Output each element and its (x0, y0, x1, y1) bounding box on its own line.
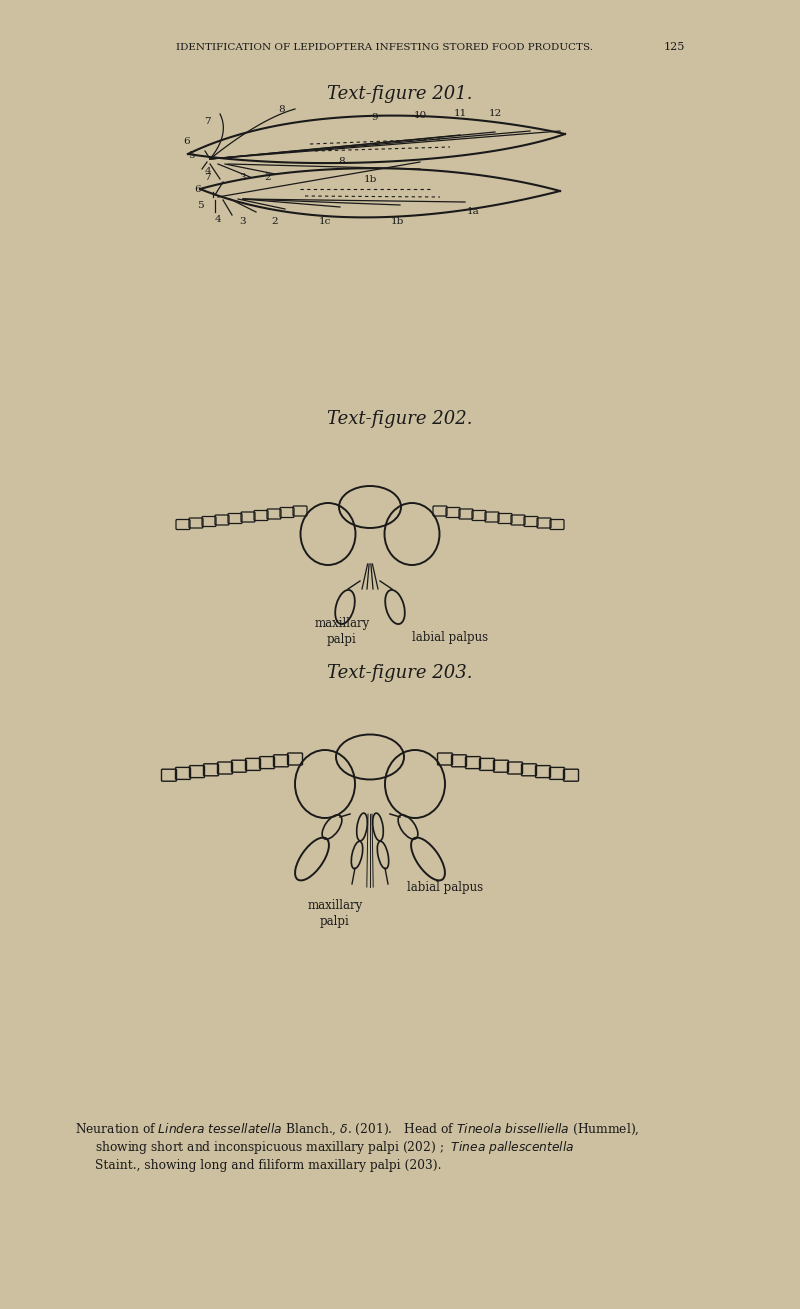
Text: 12: 12 (488, 109, 502, 118)
Text: 7: 7 (204, 117, 210, 126)
Text: 5: 5 (197, 202, 203, 211)
Text: 1b: 1b (363, 174, 377, 183)
Text: labial palpus: labial palpus (407, 881, 483, 894)
Text: 125: 125 (664, 42, 686, 52)
Text: Staint., showing long and filiform maxillary palpi (203).: Staint., showing long and filiform maxil… (95, 1158, 442, 1172)
Text: maxillary
palpi: maxillary palpi (314, 617, 370, 647)
Text: Text-figure 202.: Text-figure 202. (327, 410, 473, 428)
Text: 5: 5 (188, 152, 194, 161)
Text: 3: 3 (240, 174, 246, 182)
Text: IDENTIFICATION OF LEPIDOPTERA INFESTING STORED FOOD PRODUCTS.: IDENTIFICATION OF LEPIDOPTERA INFESTING … (177, 42, 594, 51)
Text: 2: 2 (272, 217, 278, 226)
Text: labial palpus: labial palpus (412, 631, 488, 644)
Text: 3: 3 (240, 217, 246, 226)
Text: 2: 2 (265, 174, 271, 182)
Text: Neuration of $\it{Lindera\ tessellatella}$ Blanch., $\it{\delta}$. (201).   Head: Neuration of $\it{Lindera\ tessellatella… (75, 1122, 639, 1136)
Text: Text-figure 201.: Text-figure 201. (327, 85, 473, 103)
Text: 6: 6 (194, 185, 202, 194)
Text: 1c: 1c (319, 217, 331, 226)
Text: 4: 4 (205, 166, 211, 175)
Text: 1b: 1b (390, 217, 404, 226)
Text: 4: 4 (214, 215, 222, 224)
Text: 8: 8 (338, 157, 346, 166)
Text: 11: 11 (454, 110, 466, 119)
Text: showing short and inconspicuous maxillary palpi (202) ;  $\it{Tinea\ pallescente: showing short and inconspicuous maxillar… (95, 1139, 574, 1156)
Text: 9: 9 (372, 114, 378, 123)
Text: 7: 7 (204, 173, 210, 182)
Text: Text-figure 203.: Text-figure 203. (327, 664, 473, 682)
Text: 6: 6 (184, 136, 190, 145)
Text: 1a: 1a (466, 208, 479, 216)
Text: 10: 10 (414, 111, 426, 120)
Text: 8: 8 (278, 105, 286, 114)
Text: maxillary
palpi: maxillary palpi (307, 899, 362, 928)
